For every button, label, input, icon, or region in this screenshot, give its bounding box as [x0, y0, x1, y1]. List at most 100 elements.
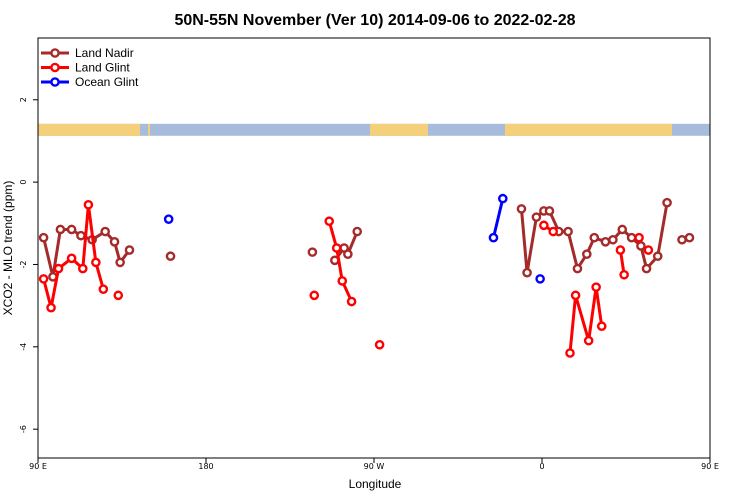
land-glint-point — [78, 263, 88, 274]
x-tick-label: 90 E — [701, 462, 719, 471]
land-nadir-point — [641, 263, 652, 274]
land-nadir-point — [608, 234, 618, 245]
land-glint-point — [374, 339, 385, 350]
series-ocean-glint — [163, 193, 545, 284]
land-nadir-point — [626, 232, 637, 243]
plot-frame — [37, 37, 711, 459]
land-glint-point — [66, 253, 77, 264]
land-strip — [148, 123, 150, 136]
series-land-nadir — [38, 197, 750, 282]
land-nadir-point — [531, 212, 542, 222]
land-glint-point — [714, 275, 721, 282]
land-nadir-point — [582, 249, 592, 259]
chart-title: 50N-55N November (Ver 10) 2014-09-06 to … — [174, 12, 575, 29]
land-nadir-point — [600, 237, 611, 247]
land-nadir-point — [563, 226, 573, 237]
land-nadir-point — [544, 206, 555, 216]
ocean-glint-point — [163, 214, 174, 224]
land-glint-line — [327, 220, 353, 303]
land-glint-point — [596, 321, 607, 332]
ocean-glint-point — [488, 232, 499, 243]
land-glint-point — [113, 290, 124, 301]
land-nadir-point — [684, 232, 695, 243]
land-glint-point — [643, 245, 654, 255]
x-axis-label: Longitude — [349, 477, 402, 491]
y-tick-label: 2 — [19, 97, 28, 102]
land-glint-point — [83, 199, 94, 210]
land-nadir-point — [740, 232, 747, 239]
land-nadir-point — [100, 226, 110, 237]
land-nadir-point — [677, 234, 687, 245]
land-glint-point — [91, 257, 101, 268]
land-glint-point — [570, 290, 581, 301]
y-axis: 2 0 -2 -4 -6 — [19, 97, 38, 433]
land-glint-point — [634, 232, 644, 243]
land-nadir-point — [124, 245, 135, 255]
land-nadir-point — [617, 224, 628, 235]
land-nadir-point — [731, 226, 738, 233]
land-glint-point — [337, 276, 348, 286]
land-nadir-point — [721, 226, 728, 233]
land-strip — [38, 123, 140, 136]
land-nadir-point — [165, 251, 176, 262]
land-glint-point — [38, 274, 49, 284]
legend-swatch-marker — [50, 77, 60, 87]
legend-item-land-glint: Land Glint — [41, 61, 130, 75]
x-tick-label: 90 E — [29, 462, 47, 471]
x-tick-label: 180 — [198, 462, 213, 471]
land-nadir-point — [38, 232, 49, 243]
legend-swatch-marker — [50, 48, 60, 58]
land-nadir-point — [115, 257, 125, 268]
x-axis: 90 E 180 90 W 0 90 E — [29, 458, 719, 471]
ocean-glint-point — [497, 193, 508, 204]
land-sea-band — [38, 123, 710, 136]
land-nadir-point — [589, 232, 600, 243]
land-glint-point — [46, 302, 56, 313]
y-tick-label: -6 — [19, 425, 28, 433]
y-tick-label: 0 — [19, 180, 28, 185]
land-nadir-point — [55, 224, 66, 235]
land-nadir-point — [352, 226, 363, 237]
land-nadir-point — [572, 263, 583, 274]
y-tick-label: -2 — [19, 260, 28, 268]
land-nadir-point — [662, 197, 672, 208]
x-tick-label: 90 W — [364, 462, 385, 471]
legend-swatch-marker — [50, 62, 60, 73]
land-glint-point — [548, 226, 559, 237]
land-nadir-point — [522, 267, 532, 278]
land-nadir-point — [109, 237, 120, 247]
land-nadir-point — [66, 224, 77, 235]
land-glint-point — [619, 269, 629, 280]
y-tick-label: -4 — [19, 343, 28, 351]
x-tick-label: 0 — [539, 462, 544, 471]
legend-label: Land Glint — [75, 61, 130, 75]
land-glint-line — [717, 205, 750, 308]
land-glint-point — [98, 284, 109, 294]
land-glint-point — [539, 220, 549, 231]
land-strip — [505, 123, 672, 136]
land-glint-point — [615, 245, 626, 255]
land-nadir-point — [712, 273, 719, 280]
land-nadir-point — [76, 230, 86, 241]
land-glint-point — [53, 263, 64, 274]
land-strip — [370, 123, 428, 136]
land-glint-point — [331, 243, 342, 253]
legend-item-ocean-glint: Ocean Glint — [41, 75, 139, 89]
land-nadir-point — [307, 247, 318, 257]
land-nadir-point — [343, 249, 353, 259]
land-glint-point — [721, 304, 728, 311]
land-glint-point — [742, 255, 749, 262]
land-glint-point — [346, 296, 357, 307]
legend-label: Land Nadir — [75, 46, 134, 60]
land-glint-point — [309, 290, 320, 301]
legend-item-land-nadir: Land Nadir — [41, 46, 134, 60]
land-nadir-point — [516, 204, 527, 214]
land-nadir-line — [716, 229, 750, 276]
land-glint-point — [729, 265, 736, 272]
land-glint-point — [324, 216, 335, 227]
land-glint-point — [583, 335, 594, 346]
land-nadir-point — [636, 241, 646, 251]
legend-label: Ocean Glint — [75, 75, 139, 89]
